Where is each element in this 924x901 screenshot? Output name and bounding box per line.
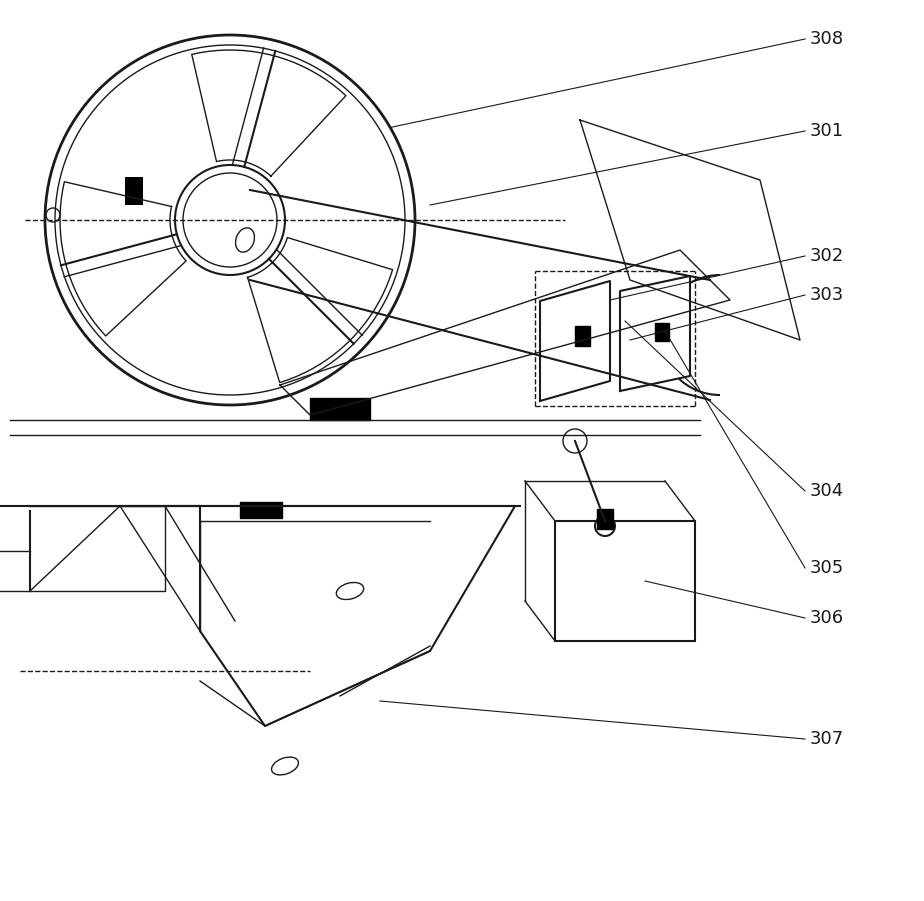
Bar [240,502,282,518]
Bar [597,509,613,529]
Text: 308: 308 [810,30,845,48]
Polygon shape [280,250,730,415]
Text: 307: 307 [810,730,845,748]
Text: 302: 302 [810,247,845,265]
Text: 304: 304 [810,482,845,500]
Bar [125,177,143,205]
Text: 303: 303 [810,286,845,304]
Bar [655,323,669,341]
Bar [575,326,590,346]
Text: 306: 306 [810,609,845,627]
Text: 301: 301 [810,122,845,140]
Bar [310,398,370,420]
Bar [555,521,695,641]
Polygon shape [540,281,610,401]
Polygon shape [620,276,690,391]
Text: 305: 305 [810,559,845,577]
